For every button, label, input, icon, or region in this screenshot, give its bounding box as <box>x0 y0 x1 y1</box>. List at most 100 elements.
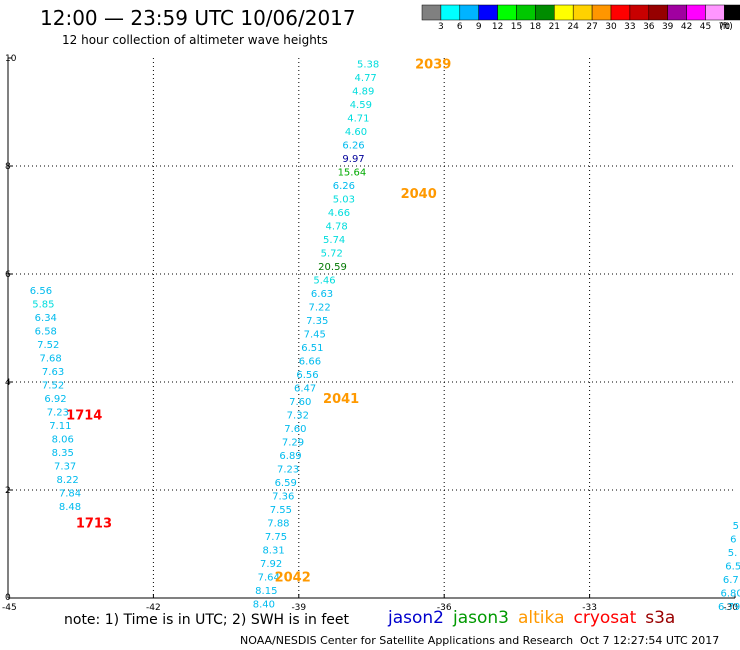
colorbar-tick-label: 9 <box>475 22 482 32</box>
wave-height-point: 7.88 <box>267 518 289 529</box>
wave-height-point: 4.71 <box>347 113 369 124</box>
colorbar-swatch <box>591 4 612 21</box>
colorbar-tick-label: 45 <box>699 22 712 32</box>
wave-height-point: 6.66 <box>299 356 321 367</box>
colorbar-swatch <box>554 4 574 21</box>
colorbar-swatch <box>667 4 687 21</box>
wave-height-point: 8.06 <box>52 435 74 446</box>
colorbar-tick-label: 36 <box>643 22 655 32</box>
y-tick-label: 8 <box>5 162 11 172</box>
x-tick-label: -45 <box>2 603 17 613</box>
x-tick-label: -33 <box>582 603 597 613</box>
wave-height-point: 5.85 <box>32 300 54 311</box>
colorbar-tick-label: 24 <box>567 22 579 32</box>
wave-height-point: 5.74 <box>323 235 345 246</box>
colorbar-tick-label: 3 <box>438 22 444 32</box>
x-tick-label: -39 <box>291 603 306 613</box>
wave-height-point: 8.35 <box>52 448 74 459</box>
colorbar-tick-label: 70 <box>718 22 731 32</box>
colorbar-swatch <box>516 4 536 21</box>
colorbar-tick-label: 15 <box>510 22 523 32</box>
wave-height-point: 6.79 <box>718 602 740 613</box>
colorbar-tick-label: 27 <box>586 22 598 32</box>
x-tick-label: -36 <box>437 603 452 613</box>
wave-height-point: 6.26 <box>342 140 364 151</box>
wave-height-point: 5. <box>728 548 738 559</box>
y-tick-label: 10 <box>5 54 17 64</box>
pass-label: 2039 <box>415 57 451 72</box>
wave-height-point: 5.03 <box>333 194 355 205</box>
colorbar-tick-label: 21 <box>548 22 561 32</box>
pass-label: 2040 <box>401 187 437 202</box>
colorbar-swatch <box>686 4 706 21</box>
colorbar-swatch <box>440 4 461 21</box>
wave-height-point: 6.58 <box>35 327 57 338</box>
satellite-legend: jason2 jason3 altika cryosat s3a <box>388 608 675 628</box>
wave-height-point: 6 <box>730 535 736 546</box>
wave-height-point: 7.23 <box>47 408 69 419</box>
wave-height-point: 8.22 <box>56 475 78 486</box>
wave-height-point: 6.7 <box>723 575 739 586</box>
wave-height-point: 4.66 <box>328 208 350 219</box>
pass-label: 2041 <box>323 392 359 407</box>
wave-height-point: 7.37 <box>54 462 76 473</box>
satellite-legend-item: jason3 <box>453 608 509 628</box>
x-tick-label: -30 <box>723 603 738 613</box>
data-points: 5.38 4.77 4.89 4.59 4.71 4.60 6.26 9.97 15.64 6.2… <box>30 59 740 613</box>
axes <box>7 57 736 599</box>
colorbar-tick-label: 12 <box>491 22 504 32</box>
wave-height-point: 7.84 <box>59 489 81 500</box>
wave-height-point: 7.60 <box>289 397 311 408</box>
wave-height-point: 20.59 <box>318 262 347 273</box>
wave-height-point: 6.26 <box>333 181 355 192</box>
colorbar-tick-label: 42 <box>680 22 693 32</box>
tick-labels: -45 -42 -39 -36 -33 -30 0 2 4 6 8 10 <box>2 54 738 613</box>
wave-height-point: 7.75 <box>265 532 287 543</box>
wave-height-point: 15.64 <box>338 167 367 178</box>
wave-height-point: 6.56 <box>30 286 52 297</box>
wave-height-point: 8.31 <box>262 545 284 556</box>
wave-height-point: 7.23 <box>277 464 299 475</box>
colorbar-swatch <box>421 4 442 21</box>
colorbar-swatch <box>610 4 631 21</box>
wave-height-point: 6.34 <box>35 313 57 324</box>
wave-height-point: 7.68 <box>40 354 62 365</box>
colorbar-swatch <box>478 4 498 21</box>
wave-height-point: 7.52 <box>37 340 59 351</box>
wave-height-point: 6.59 <box>275 478 297 489</box>
wave-height-point: 7.45 <box>304 329 326 340</box>
wave-height-point: 6.92 <box>44 394 66 405</box>
wave-height-point: 4.77 <box>355 73 377 84</box>
wave-height-point: 5.72 <box>321 248 343 259</box>
colorbar-tick-label: 33 <box>624 22 636 32</box>
y-tick-label: 4 <box>5 378 11 388</box>
colorbar-swatch <box>724 4 740 21</box>
colorbar-tick-label: 39 <box>661 22 674 32</box>
pass-labels: 2039 2040 2041 2042 1714 1713 <box>66 57 451 585</box>
wave-height-point: 7.92 <box>260 559 282 570</box>
colorbar-tick-label: 6 <box>456 22 463 32</box>
wave-height-point: 6.47 <box>294 383 316 394</box>
pass-label: 1714 <box>66 408 102 423</box>
wave-height-point: 4.60 <box>345 127 367 138</box>
wave-height-point: 7.52 <box>42 381 64 392</box>
wave-height-point: 5.46 <box>313 275 335 286</box>
colorbar-swatch <box>535 4 555 21</box>
wave-height-point: 4.89 <box>352 86 374 97</box>
page-title: 12:00 — 23:59 UTC 10/06/2017 <box>40 6 356 30</box>
wave-height-point: 6.89 <box>279 451 301 462</box>
wave-height-point: 5 <box>733 521 739 532</box>
wave-height-point: 7.64 <box>258 572 280 583</box>
wave-height-point: 7.32 <box>287 410 309 421</box>
wave-height-point: 7.22 <box>308 302 330 313</box>
colorbar-swatch <box>497 4 517 21</box>
wave-height-point: 7.36 <box>272 491 294 502</box>
y-tick-label: 0 <box>5 593 11 603</box>
satellite-legend-item: altika <box>518 608 565 628</box>
colorbar-swatch <box>459 4 479 21</box>
wave-height-point: 6.5 <box>725 562 740 573</box>
wave-height-point: 7.29 <box>282 437 304 448</box>
colorbar-swatch <box>629 4 650 21</box>
pass-label: 2042 <box>275 570 311 585</box>
